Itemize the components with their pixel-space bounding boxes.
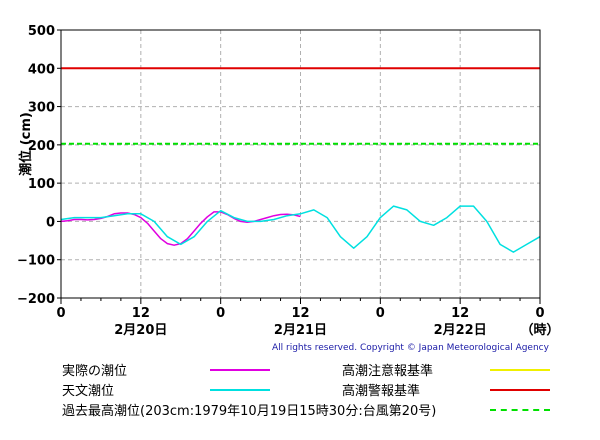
legend-swatch [490, 369, 550, 371]
x-tick-label: 12 [451, 306, 469, 321]
x-tick-label: 0 [56, 306, 65, 321]
y-tick-label: 200 [28, 139, 55, 154]
y-tick-label: 300 [28, 101, 55, 116]
date-label: （時） [520, 322, 559, 338]
date-label: 2月22日 [434, 323, 487, 338]
legend-swatch [210, 389, 270, 391]
chart-grid [61, 30, 540, 298]
axis-ticks [57, 29, 541, 304]
x-tick-label: 12 [132, 306, 150, 321]
x-tick-label: 0 [376, 306, 385, 321]
legend-label: 実際の潮位 [62, 364, 128, 379]
y-tick-label: −200 [17, 292, 55, 307]
y-tick-label: 0 [46, 215, 55, 230]
x-tick-label: 0 [535, 306, 544, 321]
legend-swatch [490, 389, 550, 391]
legend-label: 高潮注意報基準 [342, 364, 434, 379]
y-tick-label: 100 [28, 177, 55, 192]
series-line [60, 205, 541, 253]
date-label: 2月21日 [274, 323, 327, 338]
x-tick-label: 12 [291, 306, 309, 321]
legend-label: 天文潮位 [62, 384, 115, 399]
date-label: 2月20日 [114, 323, 167, 338]
legend-label: 高潮警報基準 [342, 384, 421, 399]
chart-series [60, 205, 541, 253]
y-tick-label: 500 [28, 24, 55, 39]
legend-swatch [490, 409, 550, 411]
reference-lines [61, 67, 540, 145]
y-tick-label: 400 [28, 62, 55, 77]
x-tick-label: 0 [216, 306, 225, 321]
y-axis-label: 潮位 (cm) [18, 112, 34, 176]
legend-swatch [210, 369, 270, 371]
y-tick-label: −100 [17, 254, 55, 269]
legend-label: 過去最高潮位(203cm:1979年10月19日15時30分:台風第20号) [62, 404, 437, 419]
copyright-notice: All rights reserved. Copyright © Japan M… [272, 343, 549, 353]
